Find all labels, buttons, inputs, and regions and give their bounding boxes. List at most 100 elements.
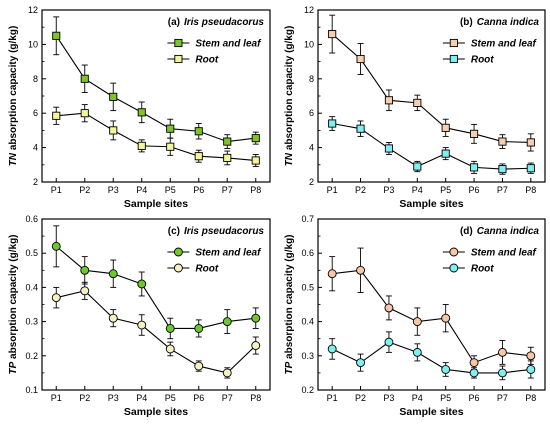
- data-point: [497, 368, 507, 378]
- legend-entry: Stem and leaf: [442, 38, 538, 50]
- series-line: [332, 122, 531, 170]
- data-point: [137, 141, 146, 150]
- legend-label: Stem and leaf: [195, 248, 262, 259]
- data-point: [328, 30, 337, 39]
- y-tick-label: 0.3: [301, 351, 314, 361]
- x-tick-label: P6: [469, 393, 480, 403]
- data-point: [384, 144, 393, 153]
- y-tick-label: 0.4: [301, 317, 314, 327]
- series-stem-and-leaf: [51, 225, 261, 340]
- data-point: [441, 313, 451, 323]
- x-axis-title: Sample sites: [124, 406, 188, 418]
- data-point: [441, 123, 450, 132]
- x-tick-label: P3: [108, 185, 119, 195]
- x-tick-label: P4: [412, 393, 423, 403]
- y-tick-label: 2: [309, 177, 314, 187]
- legend-label: Stem and leaf: [471, 39, 538, 50]
- x-tick-label: P2: [79, 393, 90, 403]
- series-line: [332, 269, 531, 364]
- x-tick-label: P6: [193, 185, 204, 195]
- data-point: [80, 265, 90, 275]
- legend-marker: [449, 38, 458, 48]
- data-point: [498, 137, 507, 146]
- plot-frame: [317, 9, 546, 183]
- legend-entry: Root: [167, 55, 219, 66]
- data-point: [222, 317, 232, 327]
- legend-label: Stem and leaf: [195, 39, 262, 50]
- legend-marker: [173, 247, 183, 257]
- legend-marker: [174, 38, 183, 48]
- y-axis-title: TP absorption capacity (g/kg): [8, 234, 19, 374]
- y-axis-title-prefix: TN: [284, 152, 295, 166]
- data-point: [194, 361, 204, 371]
- data-point: [328, 119, 337, 128]
- y-axis-title-rest: absorption capacity (g/kg): [284, 26, 295, 153]
- data-point: [108, 269, 118, 279]
- x-tick-label: P2: [79, 185, 90, 195]
- x-tick-label: P3: [108, 393, 119, 403]
- y-tick-label: 12: [304, 5, 314, 15]
- y-tick-label: 0.7: [301, 214, 314, 224]
- panel-d: 0.2 0.3 0.4 0.5 0.6 0.7 P1 P2 P3 P4 P5 P6 P7 P8 Sample…: [284, 214, 546, 418]
- data-point: [356, 358, 366, 368]
- panel-letter: (d): [460, 226, 473, 237]
- data-point: [251, 134, 260, 143]
- data-point: [498, 165, 507, 174]
- data-point: [52, 31, 61, 40]
- panel-title: (a) Iris pseudacorus: [168, 17, 265, 28]
- species-name: Iris pseudacorus: [184, 17, 264, 28]
- x-tick-label: P1: [327, 185, 338, 195]
- y-axis-title: TN absorption capacity (g/kg): [284, 26, 295, 167]
- x-tick-label: P8: [525, 393, 536, 403]
- data-point: [384, 96, 393, 105]
- data-point: [166, 124, 175, 133]
- data-point: [194, 152, 203, 161]
- legend-entry: Root: [167, 263, 219, 275]
- y-tick-label: 0.5: [25, 248, 38, 258]
- data-point: [497, 347, 507, 357]
- data-point: [251, 156, 260, 165]
- legend-marker: [173, 263, 183, 273]
- panel-a: 2 4 6 8 10 12 P1 P2 P3 P4 P5 P6 P7 P8 Sample sites TN a…: [8, 5, 271, 210]
- x-axis-title: Sample sites: [399, 198, 463, 210]
- legend-label: Root: [195, 55, 218, 66]
- x-tick-label: P7: [497, 393, 508, 403]
- series-root: [327, 331, 536, 381]
- y-axis-title-prefix: TP: [284, 361, 295, 374]
- series-root: [328, 116, 535, 175]
- data-point: [80, 286, 90, 296]
- legend-marker: [449, 54, 458, 64]
- series-root: [51, 281, 261, 379]
- data-point: [470, 163, 479, 172]
- data-point: [137, 320, 147, 330]
- panel-letter: (a): [168, 17, 180, 28]
- data-point: [223, 153, 232, 162]
- y-axis-title-rest: absorption capacity (g/kg): [284, 234, 295, 361]
- y-tick-label: 10: [28, 39, 38, 49]
- species-name: Canna indica: [477, 226, 540, 237]
- data-point: [413, 98, 422, 107]
- plot-frame: [317, 218, 546, 391]
- legend-marker: [449, 263, 459, 273]
- y-axis-title-rest: absorption capacity (g/kg): [8, 234, 19, 361]
- x-tick-label: P1: [51, 185, 62, 195]
- data-point: [526, 138, 535, 147]
- y-axis-title-prefix: TP: [8, 361, 19, 374]
- data-point: [526, 365, 536, 374]
- panel-letter: (b): [460, 17, 473, 28]
- legend-label: Root: [471, 264, 494, 275]
- y-tick-label: 0.2: [301, 385, 314, 395]
- y-axis-title-prefix: TN: [8, 152, 19, 166]
- species-name: Canna indica: [477, 17, 540, 28]
- data-point: [222, 368, 232, 378]
- x-tick-label: P5: [165, 185, 176, 195]
- x-axis-title: Sample sites: [124, 198, 188, 210]
- data-point: [469, 358, 479, 368]
- x-axis-title: Sample sites: [399, 406, 463, 418]
- data-point: [251, 341, 261, 350]
- panel-b: 2 4 6 8 10 12 P1 P2 P3 P4 P5 P6 P7 P8 Sample sites TN a…: [284, 5, 546, 210]
- data-point: [526, 164, 535, 173]
- plot-frame: [41, 9, 271, 183]
- data-point: [51, 293, 61, 303]
